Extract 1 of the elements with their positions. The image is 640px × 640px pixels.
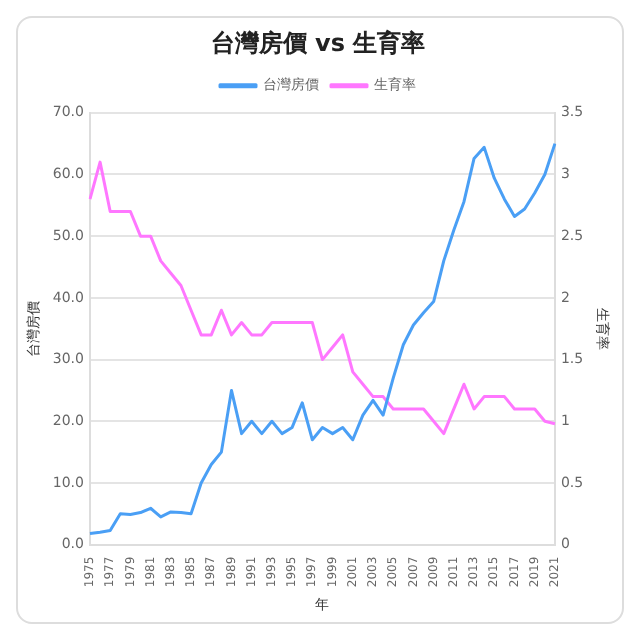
chart-title: 台灣房價 vs 生育率 xyxy=(210,28,426,57)
